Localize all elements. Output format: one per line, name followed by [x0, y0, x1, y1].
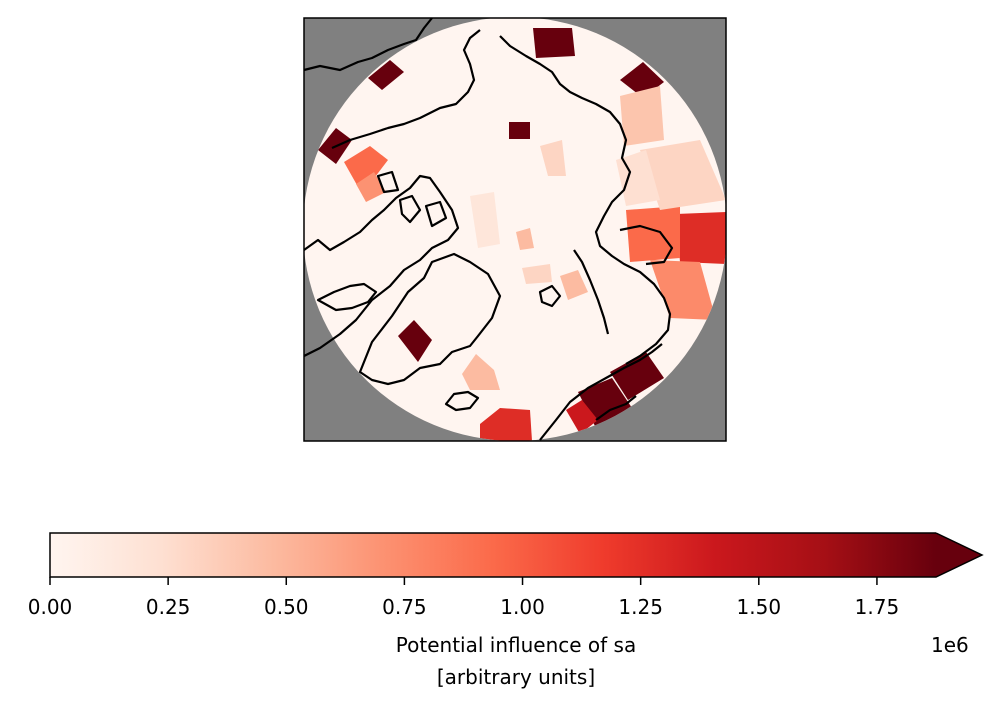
cell-scandinavia-a — [610, 352, 664, 400]
coastline-islands-1 — [398, 194, 422, 224]
colorbar-tick-label: 1.25 — [618, 595, 663, 619]
cell-central-2 — [540, 140, 566, 176]
cell-central-5 — [522, 264, 552, 284]
cell-kara — [560, 270, 588, 300]
colorbar-tick-marks — [49, 577, 878, 585]
map-frame — [303, 17, 727, 442]
coastline-baltic — [595, 395, 637, 421]
cell-central — [509, 122, 530, 139]
cell-laptev-3 — [616, 150, 660, 206]
cell-central-3 — [470, 192, 500, 248]
colorbar-outline — [49, 532, 984, 578]
colorbar-label-line2: [arbitrary units] — [436, 665, 596, 689]
coastline-islands-2 — [424, 200, 448, 228]
coastline-novaya-zemlya — [573, 249, 610, 335]
coastline-islands-3 — [376, 170, 400, 194]
coastlines — [303, 17, 674, 441]
cell-atlantic-2 — [462, 354, 500, 390]
coastline-beaufort — [331, 29, 481, 150]
coastline-greenland — [358, 252, 502, 386]
colorbar-tick-label: 0.00 — [27, 595, 73, 619]
colorbar-tick-label: 1.50 — [736, 595, 782, 619]
colorbar-tick-label: 1.00 — [500, 595, 545, 619]
colorbar-extend-arrow — [936, 533, 982, 577]
cell-norway — [566, 400, 598, 434]
cell-siberia-east — [676, 212, 726, 264]
colorbar-label-line1: Potential influence of sa — [395, 633, 637, 657]
cell-alaska-north — [368, 60, 404, 90]
colorbar-offset-text: 1e6 — [931, 633, 969, 657]
coastline-scandinavia — [539, 343, 663, 441]
coastline-iceland — [444, 390, 480, 412]
coastline-canada — [303, 174, 460, 357]
influence-cells — [318, 28, 726, 441]
colorbar-tick-label: 0.75 — [382, 595, 427, 619]
cell-canada-arch — [344, 146, 388, 194]
cell-atlantic — [480, 408, 532, 441]
coastline-siberia — [499, 35, 672, 365]
cell-laptev-1 — [620, 86, 664, 146]
cell-laptev-2 — [640, 140, 726, 210]
cell-bering-strait — [533, 28, 575, 58]
colorbar-gradient — [50, 533, 936, 577]
coastline-svalbard — [538, 284, 562, 308]
cell-siberia-1 — [626, 206, 680, 262]
cell-central-4 — [516, 228, 534, 250]
coastline-baffin — [316, 282, 378, 312]
colorbar-tick-label: 0.50 — [264, 595, 309, 619]
coastline-alaska — [303, 17, 433, 72]
colorbar-tick-label: 1.75 — [854, 595, 900, 619]
colorbar-tick-label: 0.25 — [145, 595, 191, 619]
cell-greenland — [398, 320, 432, 362]
coastline-taymyr — [619, 224, 674, 266]
